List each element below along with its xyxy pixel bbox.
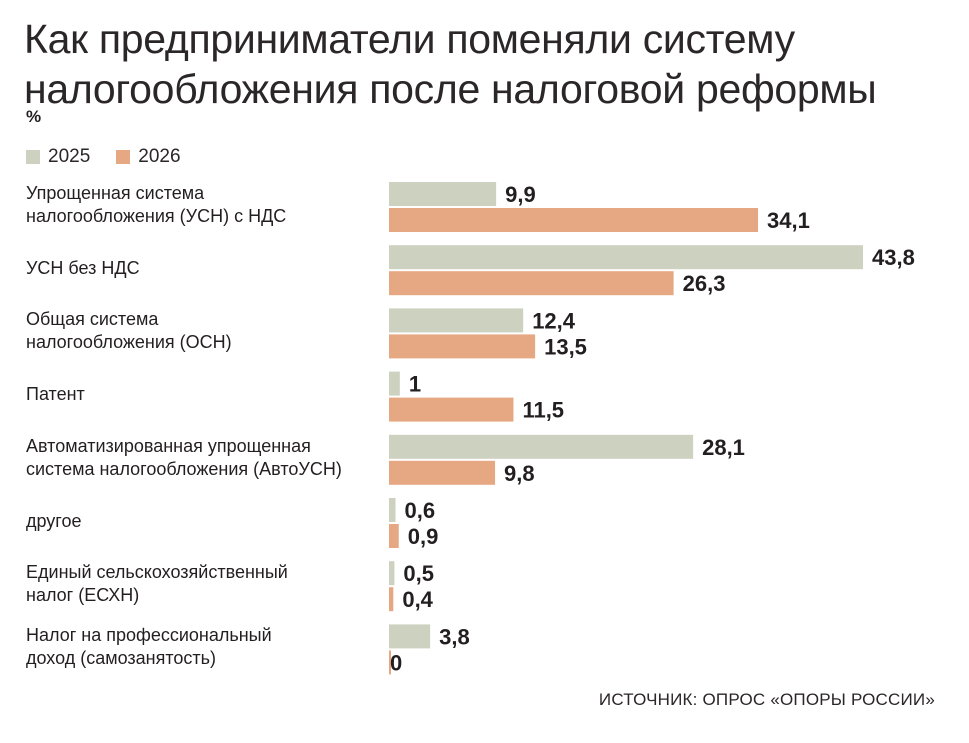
category-label-line: налогообложения (УСН) с НДС	[26, 206, 287, 226]
data-label-2025: 0,6	[404, 498, 435, 523]
category-label: Налог на профессиональный доход (самозаня…	[26, 624, 381, 670]
bar-2025	[389, 182, 497, 206]
bar-2025	[389, 371, 400, 396]
bar-2025	[389, 308, 524, 333]
data-label-2026: 0,4	[402, 587, 433, 612]
legend-item-2026: 2026	[116, 146, 181, 168]
bar-2026	[389, 208, 759, 232]
category-label: Упрощенная система налогообложения (УСН) …	[26, 182, 381, 228]
data-label-2026: 26,3	[683, 271, 726, 296]
category-label-line: доход (самозанятость)	[26, 648, 217, 669]
bar-2026	[389, 271, 674, 296]
source-note: ИСТОЧНИК: ОПРОС «ОПОРЫ РОССИИ»	[598, 690, 935, 709]
legend-label-2025: 2025	[48, 146, 91, 167]
category-label-line: Автоматизированная упрощенная	[26, 435, 311, 456]
category-label-line: Общая система	[26, 309, 159, 330]
bar-2026	[389, 524, 399, 548]
chart-title-line-1: Как предприниматели поменяли систему	[24, 16, 795, 62]
legend-label-2026: 2026	[138, 146, 181, 167]
data-label-2026: 0,9	[408, 524, 439, 549]
category-label-line: Патент	[26, 384, 85, 405]
data-label-2025: 43,8	[872, 245, 915, 270]
data-label-2026: 9,8	[504, 461, 535, 486]
legend-swatch-2026	[116, 150, 131, 164]
category-label: другое	[26, 510, 381, 533]
bar-2026	[389, 397, 514, 422]
category-label-line: налогообложения (ОСН)	[26, 332, 232, 353]
data-label-2026: 34,1	[767, 208, 810, 233]
category-label-line: Упрощенная система	[26, 183, 205, 203]
category-label-line: Налог на профессиональный	[26, 625, 272, 646]
unit-label: %	[26, 107, 42, 126]
bar-2025	[389, 624, 431, 649]
category-label: Патент	[26, 383, 381, 406]
data-label-2025: 3,8	[439, 624, 470, 649]
bar-2025	[389, 498, 396, 522]
data-label-2026: 13,5	[544, 334, 587, 359]
category-label: Общая система налогообложения (ОСН)	[26, 308, 381, 354]
category-label: Автоматизированная упрощенная система нал…	[26, 435, 381, 481]
data-label-2026: 0	[390, 650, 402, 675]
legend-item-2025: 2025	[26, 146, 90, 168]
bar-2025	[389, 245, 863, 270]
data-label-2025: 0,5	[403, 561, 434, 586]
category-label-line: другое	[26, 510, 82, 531]
category-label-line: система налогообложения (АвтоУСН)	[26, 458, 342, 479]
data-label-2025: 12,4	[532, 308, 576, 333]
chart-title: Как предприниматели поменяли систему нал…	[24, 14, 877, 114]
bar-2026-zero-stub	[389, 650, 391, 675]
chart-title-line-2: налогообложения после налоговой реформы	[24, 66, 877, 112]
data-label-2025: 9,9	[505, 182, 536, 207]
bar-2026	[389, 587, 394, 612]
category-label-line: Единый сельскохозяйственный	[26, 562, 288, 583]
data-label-2025: 1	[409, 372, 421, 397]
data-label-2025: 28,1	[702, 435, 745, 460]
category-label-line: налог (ЕСХН)	[26, 585, 140, 606]
category-label: Единый сельскохозяйственный налог (ЕСХН)	[26, 561, 381, 607]
data-label-2026: 11,5	[522, 398, 564, 423]
legend: 2025 2026	[26, 146, 207, 168]
bar-2026	[389, 460, 496, 485]
bar-2025	[389, 434, 694, 459]
bar-2025	[389, 561, 395, 586]
bar-2026	[389, 334, 536, 359]
category-label: УСН без НДС	[26, 257, 381, 280]
legend-swatch-2025	[26, 150, 40, 164]
category-label-line: УСН без НДС	[26, 257, 140, 278]
